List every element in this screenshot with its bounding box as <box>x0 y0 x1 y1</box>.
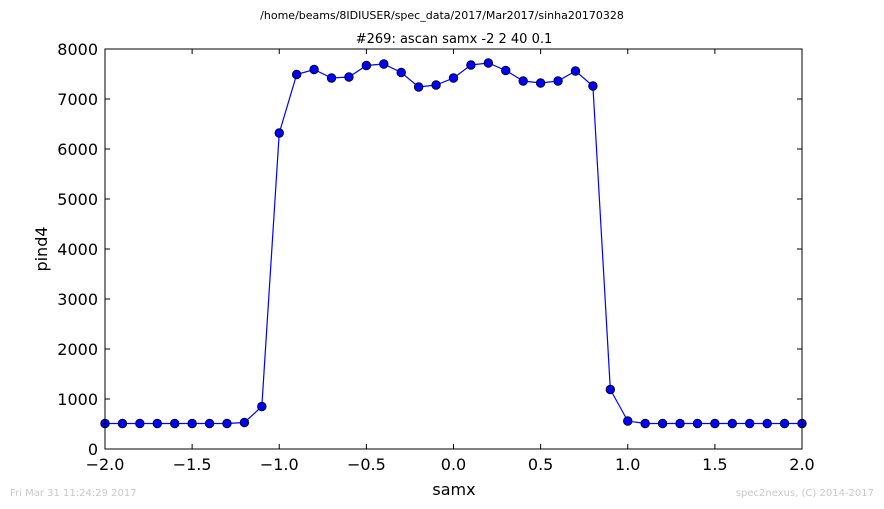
data-point <box>413 82 424 92</box>
data-point <box>710 418 720 429</box>
series-group <box>100 58 807 429</box>
y-tick-label: 2000 <box>57 340 98 359</box>
data-point <box>169 418 180 429</box>
data-point <box>675 418 685 429</box>
data-point <box>135 418 145 429</box>
data-point <box>483 58 494 68</box>
x-tick-label: −1.5 <box>173 455 212 474</box>
data-point <box>657 418 668 429</box>
data-point <box>379 59 389 69</box>
data-point <box>727 418 738 429</box>
x-tick-label: −1.0 <box>260 455 299 474</box>
y-axis-label: pind4 <box>32 226 51 271</box>
plot-area <box>105 49 802 449</box>
data-point <box>361 60 372 71</box>
axis-ticks: −2.0 −1.5 −1.0 −0.5 0.0 0.5 1.0 1.5 2.0 0 1000 2000… <box>57 40 814 474</box>
x-tick-label: −2.0 <box>86 455 125 474</box>
data-point <box>570 66 581 76</box>
x-tick-label: −0.5 <box>347 455 386 474</box>
y-tick-label: 0 <box>88 440 98 459</box>
data-point <box>466 60 476 70</box>
data-point <box>745 418 755 429</box>
x-tick-label: 0.0 <box>441 455 466 474</box>
x-tick-label: 2.0 <box>789 455 814 474</box>
data-point <box>257 401 267 412</box>
footer-timestamp: Fri Mar 31 11:24:29 2017 <box>10 488 137 499</box>
data-point <box>692 418 703 429</box>
data-point <box>344 72 354 82</box>
data-point <box>448 73 459 83</box>
data-point <box>396 67 406 78</box>
y-tick-label: 6000 <box>57 140 98 159</box>
data-point <box>222 418 232 429</box>
data-point <box>762 418 772 429</box>
plot-frame <box>104 48 803 450</box>
data-point <box>431 80 441 90</box>
x-tick-label: 1.0 <box>615 455 640 474</box>
data-point <box>152 418 162 429</box>
data-point <box>291 69 302 80</box>
y-tick-label: 4000 <box>57 240 98 259</box>
chart-title: #269: ascan samx -2 2 40 0.1 <box>356 32 553 47</box>
y-tick-label: 1000 <box>57 390 98 409</box>
data-point <box>605 384 616 395</box>
y-tick-label: 7000 <box>57 90 98 109</box>
data-point <box>535 78 546 88</box>
x-axis-label: samx <box>432 480 475 499</box>
x-tick-label: 0.5 <box>528 455 553 474</box>
data-point <box>309 64 319 75</box>
y-tick-label: 3000 <box>57 290 98 309</box>
data-point <box>640 418 650 429</box>
data-point <box>274 128 284 138</box>
data-point <box>553 76 563 86</box>
y-tick-label: 8000 <box>57 40 98 59</box>
data-point <box>501 65 511 76</box>
data-point <box>623 416 633 426</box>
data-point <box>117 418 128 429</box>
y-tick-label: 5000 <box>57 190 98 209</box>
data-point <box>204 418 215 429</box>
data-point <box>326 73 337 83</box>
data-point <box>239 417 250 428</box>
data-point <box>518 76 528 86</box>
data-point <box>779 418 790 429</box>
footer-credit: spec2nexus, (C) 2014-2017 <box>735 488 874 499</box>
x-tick-label: 1.5 <box>702 455 727 474</box>
figure-suptitle: /home/beams/8IDIUSER/spec_data/2017/Mar2… <box>260 9 624 22</box>
data-point <box>187 418 197 429</box>
data-point <box>588 81 598 91</box>
